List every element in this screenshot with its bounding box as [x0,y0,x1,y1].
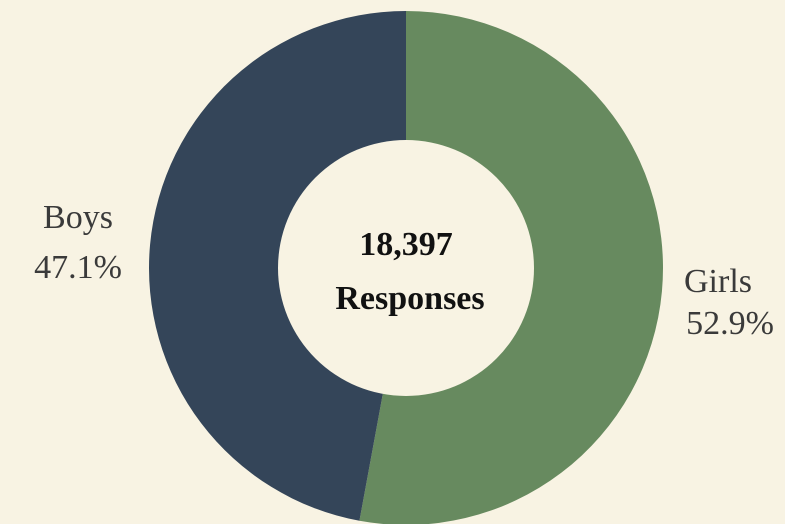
slice-label-girls: Girls [684,263,752,300]
slice-value-girls: 52.9% [686,305,774,342]
slice-value-boys: 47.1% [34,249,122,286]
slice-label-boys: Boys [43,199,113,236]
center-total: 18,397 [359,226,453,263]
center-caption: Responses [335,280,484,317]
donut-hole [278,140,534,396]
slice-boys [148,11,406,521]
